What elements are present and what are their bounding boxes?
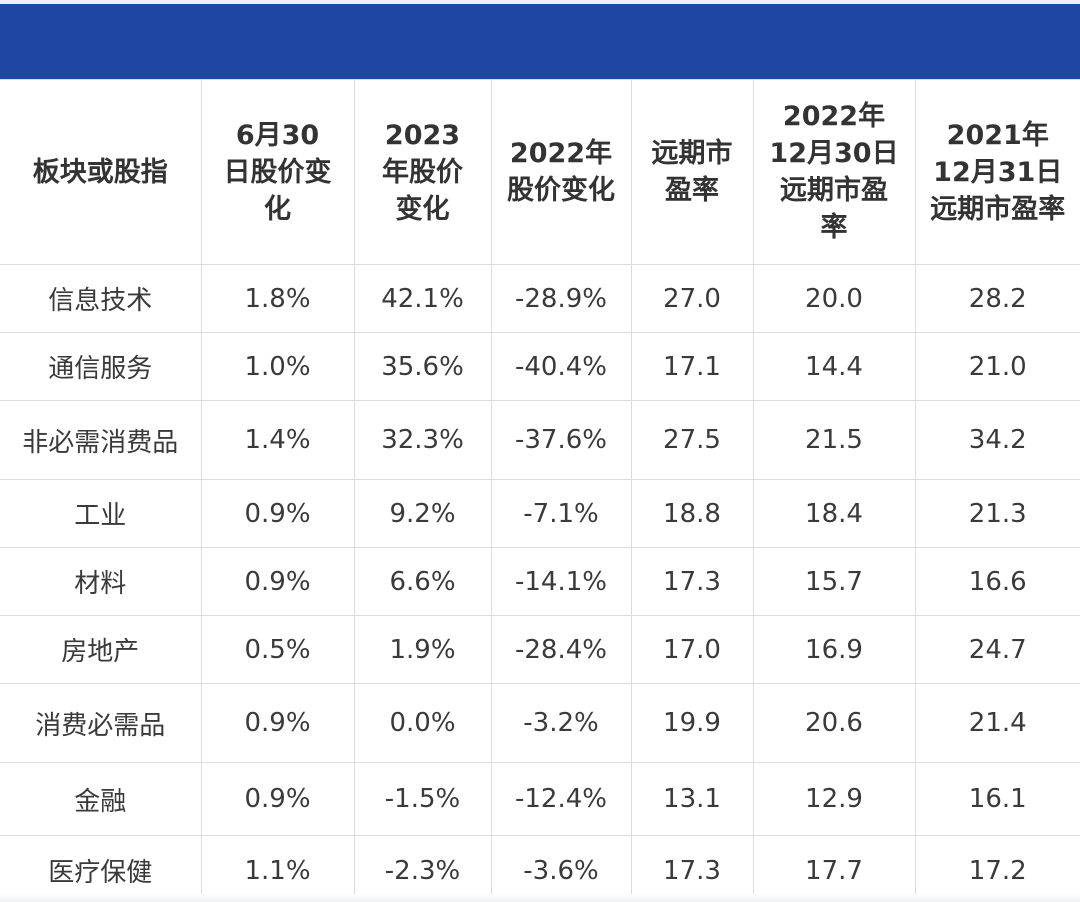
table-row: 非必需消费品 1.4% 32.3% -37.6% 27.5 21.5 34.2 — [0, 400, 1080, 480]
table-cell: -40.4% — [490, 332, 632, 401]
table-row: 材料 0.9% 6.6% -14.1% 17.3 15.7 16.6 — [0, 547, 1080, 616]
column-header: 6月30日股价变化 — [200, 79, 355, 265]
table-cell: -3.6% — [490, 835, 632, 902]
column-header: 2023年股价变化 — [353, 79, 492, 265]
table-cell: 0.5% — [200, 615, 355, 684]
column-header: 板块或股指 — [0, 79, 202, 265]
table-cell: 42.1% — [353, 264, 492, 333]
table-cell: 14.4 — [752, 332, 916, 401]
table-cell: -14.1% — [490, 547, 632, 616]
table-cell: 16.9 — [752, 615, 916, 684]
column-header: 2021年12月31日远期市盈率 — [914, 79, 1080, 265]
column-header: 2022年12月30日远期市盈率 — [752, 79, 916, 265]
table-cell: 1.1% — [200, 835, 355, 902]
table-cell: 28.2 — [914, 264, 1080, 333]
sector-name-cell: 医疗保健 — [0, 835, 202, 902]
table-cell: 17.0 — [630, 615, 754, 684]
table-cell: 0.9% — [200, 479, 355, 548]
sector-name-cell: 房地产 — [0, 615, 202, 684]
table-cell: -2.3% — [353, 835, 492, 902]
table-cell: 18.8 — [630, 479, 754, 548]
table-cell: 0.0% — [353, 683, 492, 763]
table-cell: 15.7 — [752, 547, 916, 616]
sector-name-cell: 非必需消费品 — [0, 400, 202, 480]
table-cell: 21.4 — [914, 683, 1080, 763]
table-cell: 21.5 — [752, 400, 916, 480]
table-cell: -37.6% — [490, 400, 632, 480]
table-cell: 27.5 — [630, 400, 754, 480]
table-cell: -28.4% — [490, 615, 632, 684]
table-cell: 13.1 — [630, 762, 754, 836]
table-cell: 17.2 — [914, 835, 1080, 902]
table-cell: 20.6 — [752, 683, 916, 763]
table-cell: 17.1 — [630, 332, 754, 401]
table-cell: 34.2 — [914, 400, 1080, 480]
table-cell: 17.7 — [752, 835, 916, 902]
table-cell: 0.9% — [200, 683, 355, 763]
table-cell: 1.9% — [353, 615, 492, 684]
table-cell: 24.7 — [914, 615, 1080, 684]
table-cell: 21.0 — [914, 332, 1080, 401]
table-cell: 18.4 — [752, 479, 916, 548]
table-cell: 27.0 — [630, 264, 754, 333]
table-cell: 16.6 — [914, 547, 1080, 616]
column-header: 远期市盈率 — [630, 79, 754, 265]
table-cell: 21.3 — [914, 479, 1080, 548]
table-cell: 19.9 — [630, 683, 754, 763]
sector-name-cell: 消费必需品 — [0, 683, 202, 763]
table-row: 医疗保健 1.1% -2.3% -3.6% 17.3 17.7 17.2 — [0, 835, 1080, 902]
table-cell: 35.6% — [353, 332, 492, 401]
table-cell: 12.9 — [752, 762, 916, 836]
table-cell: 20.0 — [752, 264, 916, 333]
sector-name-cell: 金融 — [0, 762, 202, 836]
table-cell: 1.4% — [200, 400, 355, 480]
table-cell: -28.9% — [490, 264, 632, 333]
table-cell: -3.2% — [490, 683, 632, 763]
sector-name-cell: 通信服务 — [0, 332, 202, 401]
sector-name-cell: 信息技术 — [0, 264, 202, 333]
table-cell: 9.2% — [353, 479, 492, 548]
table-row: 消费必需品 0.9% 0.0% -3.2% 19.9 20.6 21.4 — [0, 683, 1080, 763]
table-cell: 1.0% — [200, 332, 355, 401]
table-cell: 17.3 — [630, 835, 754, 902]
top-strip — [0, 0, 1080, 4]
table-cell: 1.8% — [200, 264, 355, 333]
table-cell: 17.3 — [630, 547, 754, 616]
header-banner — [0, 4, 1080, 79]
table-cell: 32.3% — [353, 400, 492, 480]
table-cell: 0.9% — [200, 762, 355, 836]
sector-pe-table: 板块或股指 6月30日股价变化 2023年股价变化 2022年股价变化 远期市盈… — [0, 79, 1080, 902]
table-row: 工业 0.9% 9.2% -7.1% 18.8 18.4 21.3 — [0, 479, 1080, 548]
table-cell: -7.1% — [490, 479, 632, 548]
table-row: 信息技术 1.8% 42.1% -28.9% 27.0 20.0 28.2 — [0, 264, 1080, 333]
table-cell: -12.4% — [490, 762, 632, 836]
next-row-edge — [0, 894, 1080, 902]
column-header: 2022年股价变化 — [490, 79, 632, 265]
header-row: 板块或股指 6月30日股价变化 2023年股价变化 2022年股价变化 远期市盈… — [0, 79, 1080, 265]
table-cell: -1.5% — [353, 762, 492, 836]
sector-name-cell: 材料 — [0, 547, 202, 616]
table-cell: 6.6% — [353, 547, 492, 616]
table-row: 通信服务 1.0% 35.6% -40.4% 17.1 14.4 21.0 — [0, 332, 1080, 401]
sector-name-cell: 工业 — [0, 479, 202, 548]
table-row: 房地产 0.5% 1.9% -28.4% 17.0 16.9 24.7 — [0, 615, 1080, 684]
table-cell: 0.9% — [200, 547, 355, 616]
table-row: 金融 0.9% -1.5% -12.4% 13.1 12.9 16.1 — [0, 762, 1080, 836]
table-cell: 16.1 — [914, 762, 1080, 836]
